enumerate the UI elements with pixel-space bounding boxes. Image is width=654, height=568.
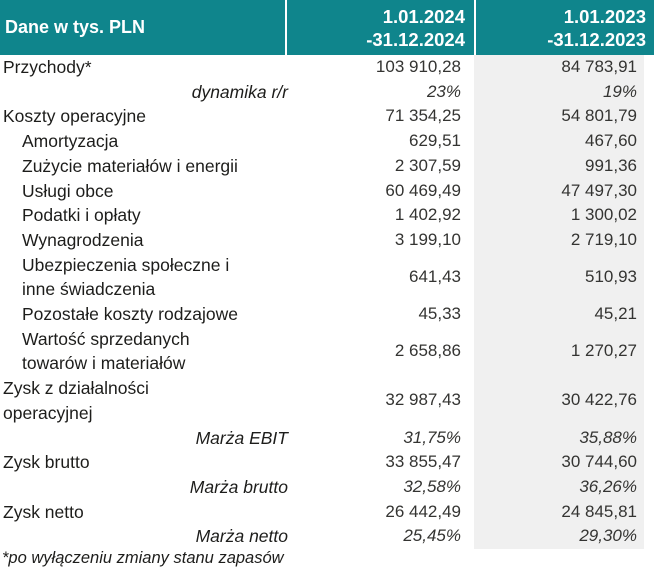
value-2023: 45,21 xyxy=(474,302,644,327)
row-label: Przychody* xyxy=(3,57,92,77)
value-2024: 71 354,25 xyxy=(385,106,461,126)
table-row: Zysk netto 26 442,49 24 845,81 xyxy=(0,499,654,525)
value-2024: 103 910,28 xyxy=(375,57,461,76)
row-label: Koszty operacyjne xyxy=(3,106,146,127)
table-row: dynamika r/r 23% 19% xyxy=(0,79,654,105)
row-label: Wynagrodzenia xyxy=(22,229,144,250)
footnote: *po wyłączeniu zmiany stanu zapasów xyxy=(2,549,284,568)
table-row: Zużycie materiałów i energii 2 307,59 991,… xyxy=(0,153,654,179)
period-2024-line2: -31.12.2024 xyxy=(366,28,465,50)
row-label: dynamika r/r xyxy=(191,81,288,102)
value-2024: 629,51 xyxy=(409,131,461,151)
table-row: Wartość sprzedanych towarów i materiałów… xyxy=(0,326,654,377)
value-2024: 32,58% xyxy=(403,476,461,496)
value-2023: 29,30% xyxy=(474,524,644,550)
value-2023: 47 497,30 xyxy=(474,178,644,204)
value-2024: 3 199,10 xyxy=(394,229,461,249)
row-label: Wartość sprzedanych towarów i materiałów xyxy=(22,328,190,374)
value-2023: 35,88% xyxy=(474,425,644,451)
row-label: Marża brutto xyxy=(189,476,288,497)
value-2023: 24 845,81 xyxy=(474,499,644,525)
row-label: Podatki i opłaty xyxy=(22,205,141,226)
value-2023: 1 270,27 xyxy=(474,326,644,377)
row-label: Amortyzacja xyxy=(22,131,119,152)
table-row: Amortyzacja 629,51 467,60 xyxy=(0,129,654,154)
value-2024: 60 469,49 xyxy=(385,180,461,200)
row-label: Pozostałe koszty rodzajowe xyxy=(22,304,238,325)
value-2024: 1 402,92 xyxy=(394,205,461,225)
value-2023: 2 719,10 xyxy=(474,227,644,253)
value-2023: 19% xyxy=(474,79,644,105)
table-row: Pozostałe koszty rodzajowe 45,33 45,21 xyxy=(0,302,654,327)
row-label: Zysk brutto xyxy=(3,452,90,473)
header-cell-period-2024: 1.01.2024 -31.12.2024 xyxy=(285,0,474,55)
table-row: Usługi obce 60 469,49 47 497,30 xyxy=(0,178,654,204)
table-header-row: Dane w tys. PLN 1.01.2024 -31.12.2024 1.… xyxy=(0,0,654,55)
table-row: Marża netto 25,45% 29,30% xyxy=(0,524,654,550)
value-2023: 1 300,02 xyxy=(474,203,644,228)
value-2024: 32 987,43 xyxy=(385,390,461,410)
row-label: Ubezpieczenia społeczne i inne świadczen… xyxy=(22,254,230,300)
value-2023: 36,26% xyxy=(474,474,644,500)
value-2024: 31,75% xyxy=(403,427,461,447)
header-cell-data-label: Dane w tys. PLN xyxy=(0,0,285,55)
value-2023: 510,93 xyxy=(474,252,644,303)
value-2023: 84 783,91 xyxy=(474,55,644,80)
header-label-text: Dane w tys. PLN xyxy=(5,17,146,37)
header-cell-period-2023: 1.01.2023 -31.12.2023 xyxy=(474,0,654,55)
table-row: Przychody* 103 910,28 84 783,91 xyxy=(0,55,654,80)
table-row: Zysk brutto 33 855,47 30 744,60 xyxy=(0,450,654,475)
value-2024: 2 307,59 xyxy=(394,155,461,175)
row-label: Marża EBIT xyxy=(195,427,288,448)
value-2023: 54 801,79 xyxy=(474,104,644,130)
value-2024: 26 442,49 xyxy=(385,501,461,521)
table-body: Przychody* 103 910,28 84 783,91 dynamika r/… xyxy=(0,55,654,550)
value-2023: 991,36 xyxy=(474,153,644,179)
period-2023-line2: -31.12.2023 xyxy=(547,28,646,50)
value-2024: 641,43 xyxy=(409,266,461,286)
period-2023-line1: 1.01.2023 xyxy=(563,5,646,27)
table-row: Marża EBIT 31,75% 35,88% xyxy=(0,425,654,451)
row-label: Zużycie materiałów i energii xyxy=(22,155,238,176)
table-row: Zysk z działalności operacyjnej 32 987,43… xyxy=(0,376,654,426)
value-2024: 33 855,47 xyxy=(385,452,461,472)
table-row: Marża brutto 32,58% 36,26% xyxy=(0,474,654,500)
value-2024: 25,45% xyxy=(403,526,461,546)
row-label: Zysk netto xyxy=(3,501,84,522)
table-row: Podatki i opłaty 1 402,92 1 300,02 xyxy=(0,203,654,228)
row-label: Usługi obce xyxy=(22,180,114,201)
table-row: Koszty operacyjne 71 354,25 54 801,79 xyxy=(0,104,654,130)
table-row: Wynagrodzenia 3 199,10 2 719,10 xyxy=(0,227,654,253)
value-2024: 23% xyxy=(426,81,461,101)
row-label: Zysk z działalności operacyjnej xyxy=(3,378,149,423)
table-row: Ubezpieczenia społeczne i inne świadczen… xyxy=(0,252,654,303)
value-2024: 45,33 xyxy=(418,304,461,324)
value-2023: 30 744,60 xyxy=(474,450,644,475)
value-2023: 467,60 xyxy=(474,129,644,154)
row-label: Marża netto xyxy=(195,526,288,547)
value-2023: 30 422,76 xyxy=(474,376,644,426)
value-2024: 2 658,86 xyxy=(394,341,461,361)
period-2024-line1: 1.01.2024 xyxy=(382,5,465,27)
